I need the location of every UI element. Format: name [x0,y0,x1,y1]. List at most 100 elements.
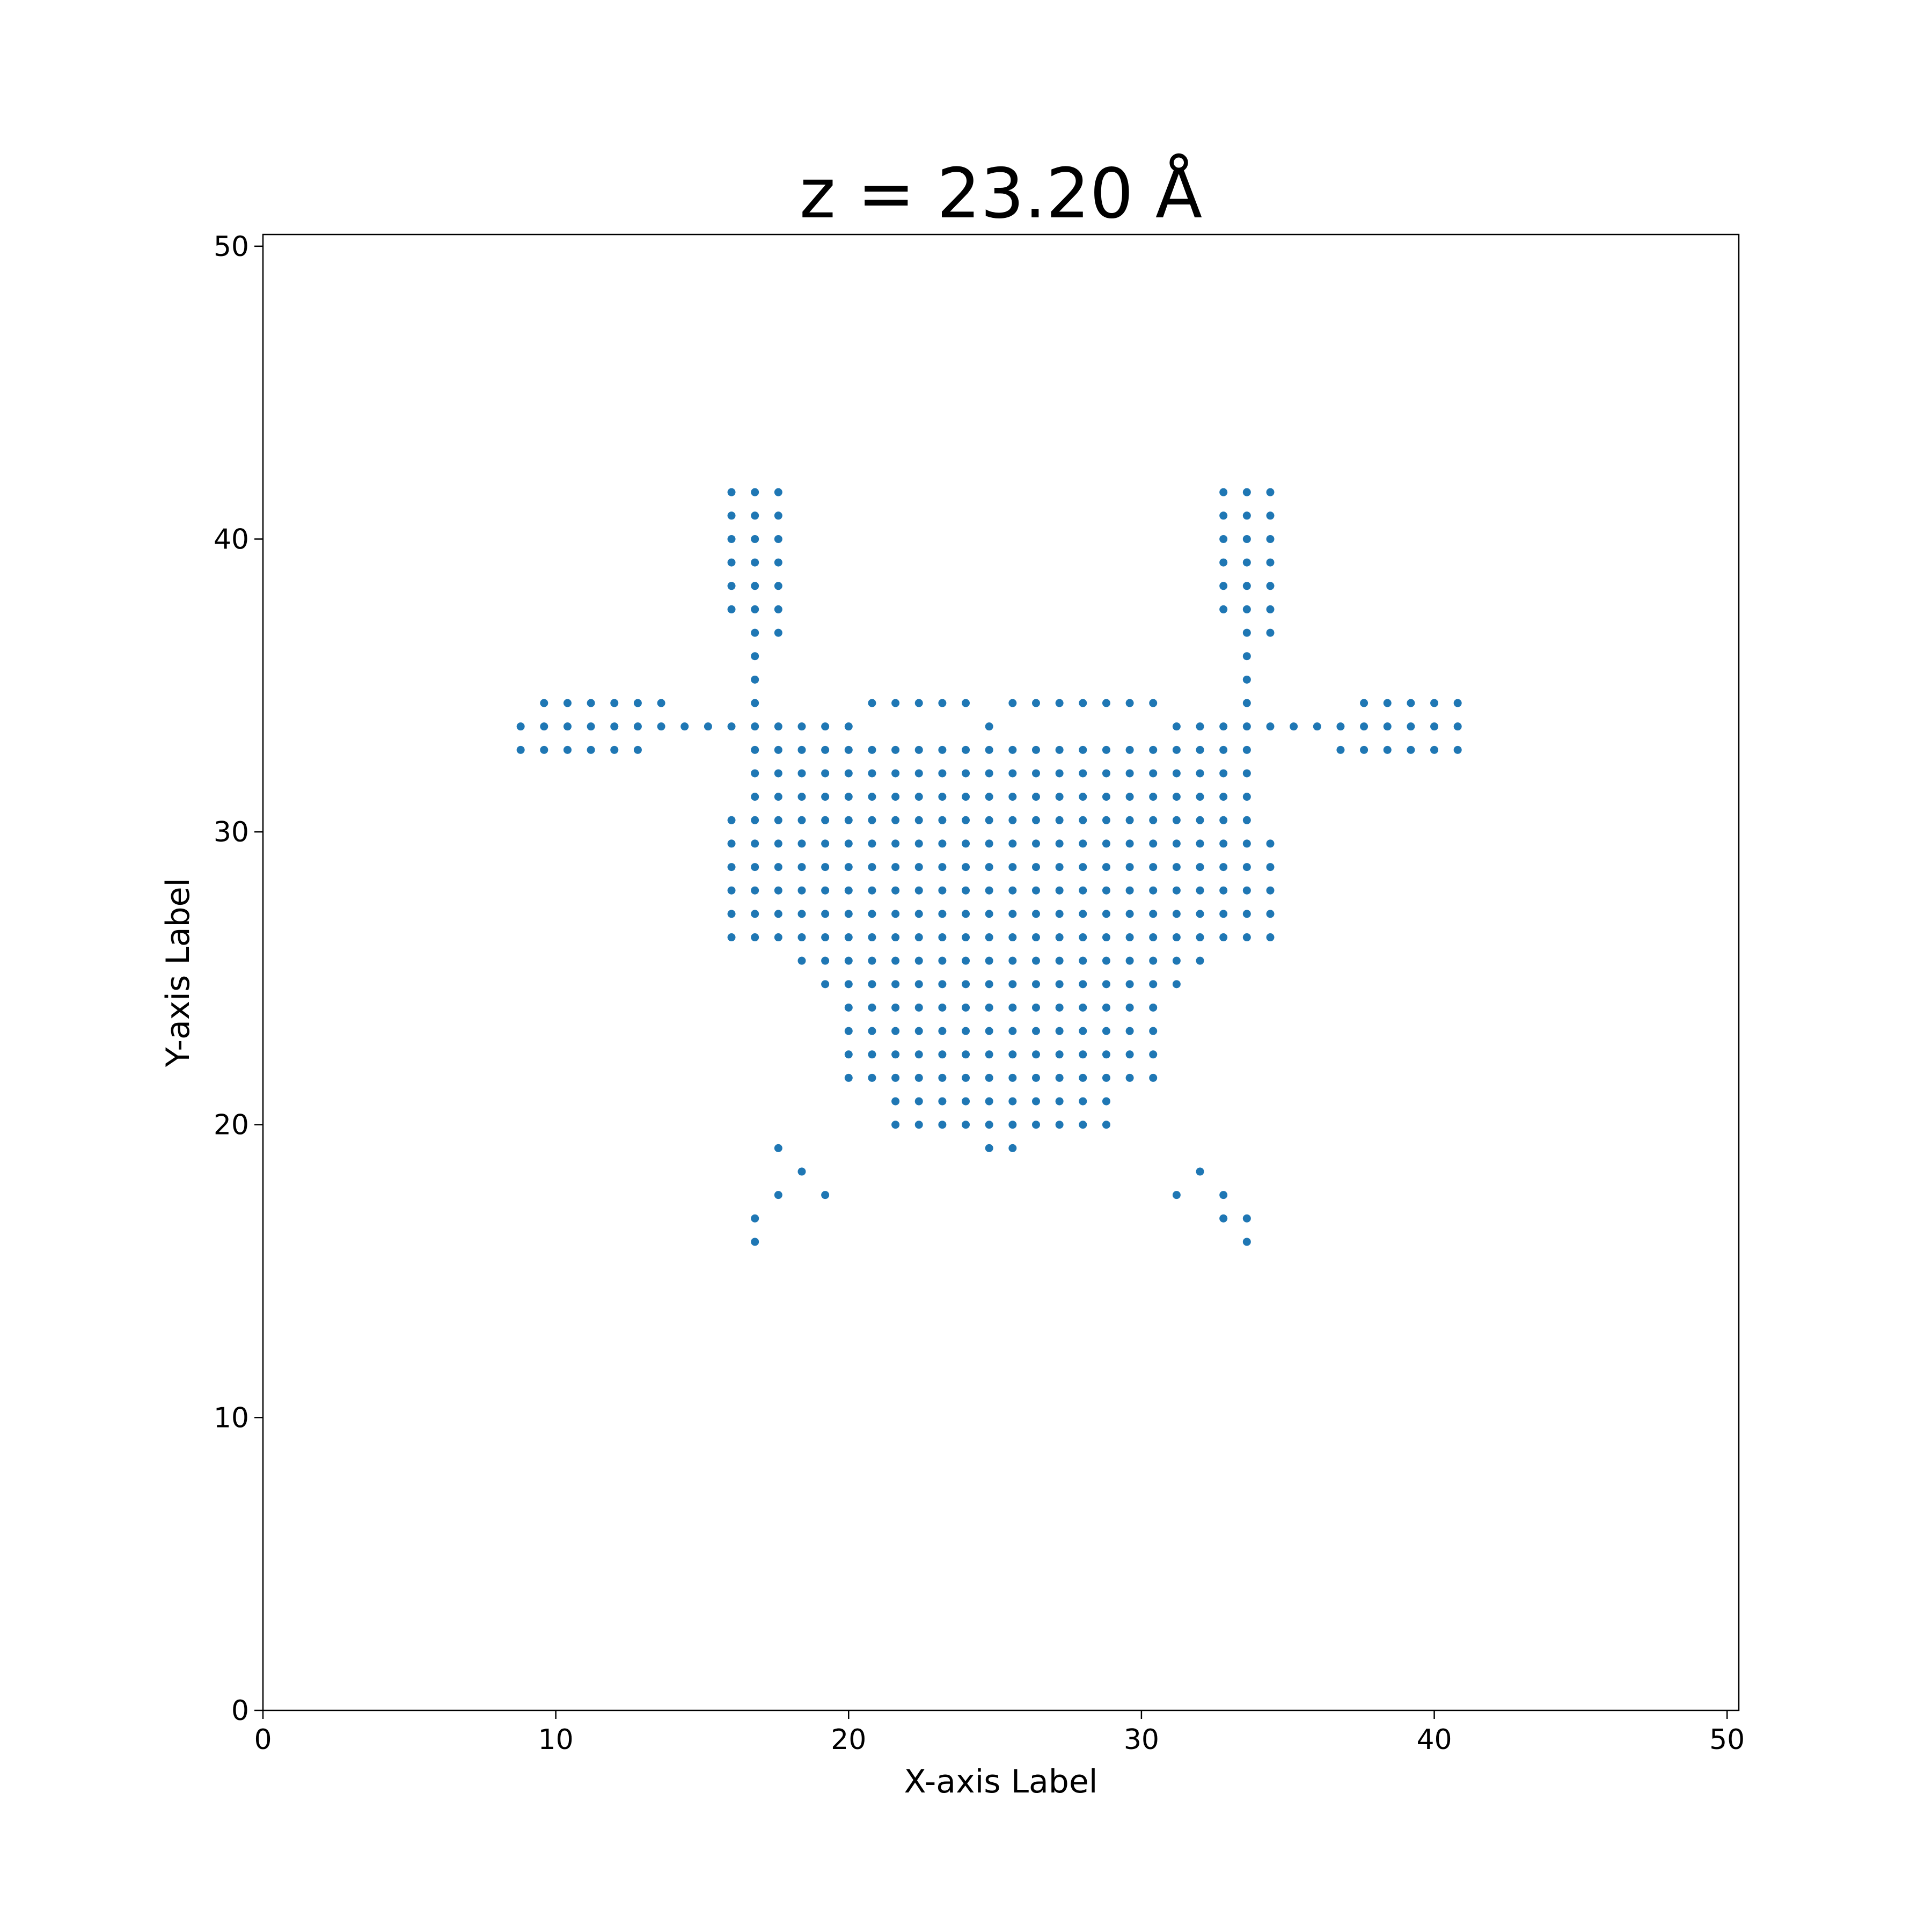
point [1242,1238,1251,1246]
point [751,886,759,895]
point [914,745,923,754]
point [821,956,830,965]
point [868,1050,876,1059]
point [1055,1003,1064,1012]
point [985,793,993,801]
point [1219,605,1228,613]
point [1242,722,1251,731]
point [1266,535,1275,543]
point [1149,793,1158,801]
point [1125,816,1134,824]
point [1055,910,1064,918]
point [891,745,900,754]
point [985,1097,993,1106]
point [751,628,759,637]
point [1031,745,1040,754]
point [844,816,853,824]
point [751,605,759,613]
point [914,1050,923,1059]
point [891,1073,900,1082]
point [938,699,947,707]
point [1125,980,1134,989]
point [1242,769,1251,778]
point [797,745,806,754]
point [1172,910,1181,918]
point [1172,863,1181,872]
point [1102,863,1110,872]
point [610,699,619,707]
point [985,933,993,942]
point [844,956,853,965]
point [797,910,806,918]
point [938,1003,947,1012]
point [962,816,970,824]
point [1079,933,1087,942]
point [1031,1097,1040,1106]
point [657,699,665,707]
point [1079,1073,1087,1082]
point [1055,1073,1064,1082]
point [1079,699,1087,707]
point [1266,933,1275,942]
point [821,769,830,778]
point [774,769,782,778]
point [891,1003,900,1012]
point [633,745,642,754]
point [1172,745,1181,754]
point [774,582,782,590]
point [985,956,993,965]
point [1031,1050,1040,1059]
point [1242,535,1251,543]
point [1149,816,1158,824]
point [797,769,806,778]
point [1360,745,1368,754]
point [1196,793,1204,801]
point [1125,863,1134,872]
point [844,839,853,848]
point [1125,933,1134,942]
plot-frame [262,233,1740,1711]
point [1102,933,1110,942]
point [751,582,759,590]
point [1172,793,1181,801]
point [1055,863,1064,872]
point [1219,910,1228,918]
point [1031,910,1040,918]
point [1008,956,1017,965]
point [844,863,853,872]
point [1196,886,1204,895]
point [962,839,970,848]
point [1290,722,1298,731]
point [1453,699,1462,707]
point [1055,793,1064,801]
point [985,863,993,872]
point [1172,769,1181,778]
point [938,956,947,965]
point [1055,1050,1064,1059]
point [1219,511,1228,520]
point [1219,886,1228,895]
point [891,886,900,895]
point [1149,956,1158,965]
point [1266,558,1275,567]
point [563,745,572,754]
point [962,769,970,778]
x-axis-label: X-axis Label [904,1763,1098,1801]
point [587,722,595,731]
point [1008,1003,1017,1012]
point [680,722,689,731]
point [1219,933,1228,942]
point [751,816,759,824]
point [751,1214,759,1223]
point [1172,933,1181,942]
point [727,886,736,895]
point [1125,745,1134,754]
point [1266,605,1275,613]
point [1031,886,1040,895]
point [938,863,947,872]
point [1266,511,1275,520]
point [938,745,947,754]
point [891,933,900,942]
point [1008,1097,1017,1106]
point [1102,886,1110,895]
